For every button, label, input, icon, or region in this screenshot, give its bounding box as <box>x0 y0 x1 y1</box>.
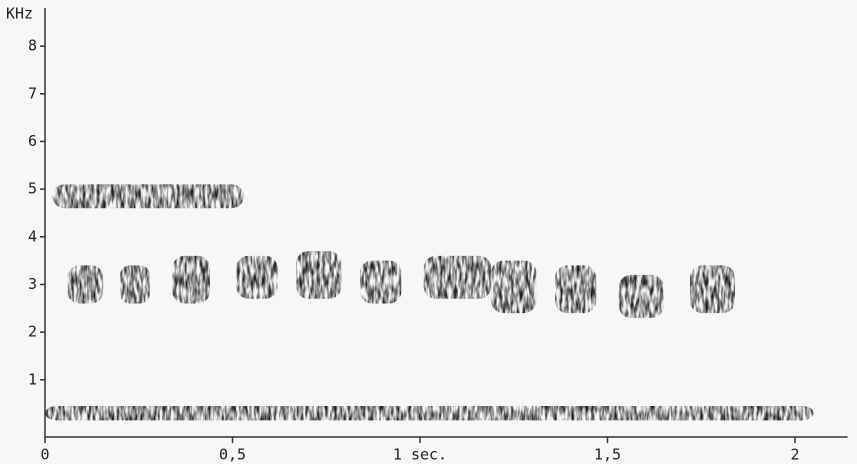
sound-segment <box>296 251 342 299</box>
sound-segment <box>52 184 244 209</box>
x-tick-label: 0 <box>40 446 49 464</box>
x-tick-label: 1 sec. <box>393 446 447 464</box>
sound-segment <box>555 265 597 314</box>
sound-segment <box>690 265 735 314</box>
y-tick-label: 3 <box>28 275 37 293</box>
sound-segment <box>360 260 402 304</box>
y-axis-label: KHz <box>6 5 33 23</box>
sound-segment <box>45 406 814 421</box>
sound-segment <box>491 260 537 314</box>
y-tick-label: 2 <box>28 323 37 341</box>
x-tick-label: 2 <box>790 446 799 464</box>
y-tick-label: 1 <box>28 370 37 388</box>
y-tick-label: 8 <box>28 37 37 55</box>
sound-segment <box>172 255 210 304</box>
y-tick-label: 7 <box>28 84 37 102</box>
sound-segment <box>67 265 104 304</box>
sound-segment <box>236 255 278 299</box>
y-tick-label: 6 <box>28 132 37 150</box>
sound-segment <box>618 274 664 318</box>
x-tick-label: 1,5 <box>594 446 621 464</box>
sound-segment <box>120 265 150 304</box>
x-tick-label: 0,5 <box>219 446 246 464</box>
y-tick-label: 5 <box>28 180 37 198</box>
y-tick-label: 4 <box>28 227 37 245</box>
sound-segment <box>423 255 492 299</box>
